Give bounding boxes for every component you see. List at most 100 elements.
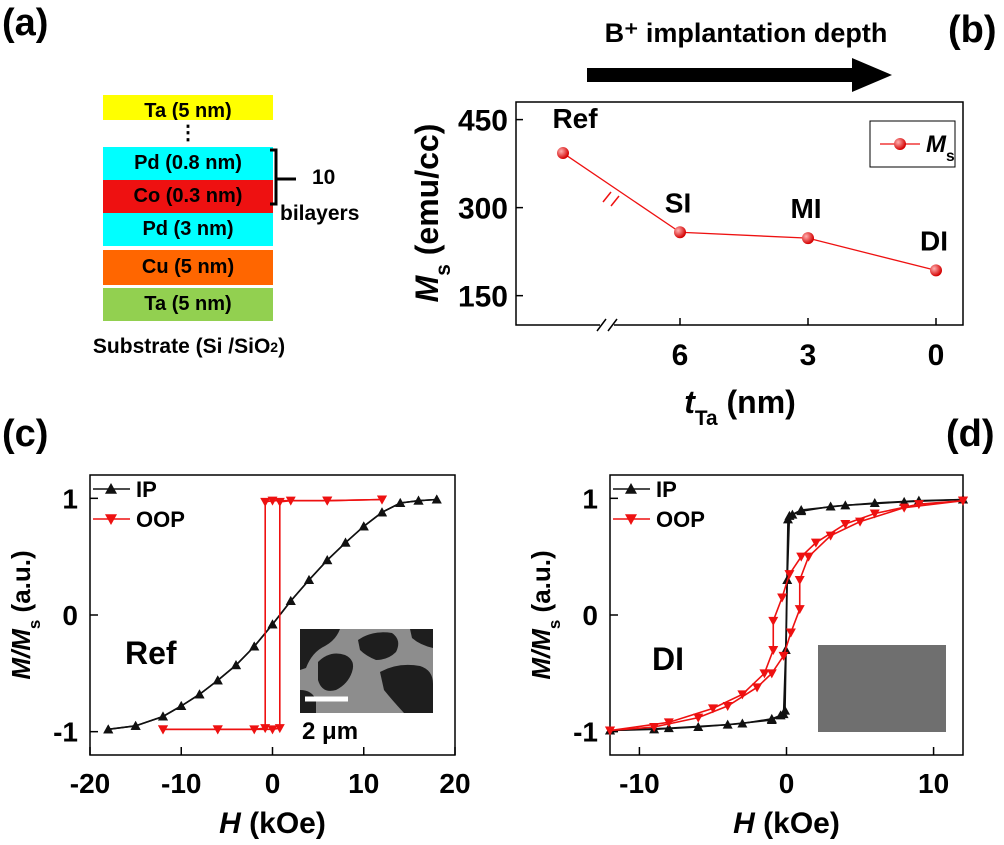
marker-oop: [768, 616, 779, 626]
inset-image: [818, 645, 946, 732]
marker-oop: [267, 496, 278, 506]
y-tick-label: -1: [573, 717, 598, 748]
marker-oop: [267, 725, 278, 735]
marker-ip: [176, 701, 187, 710]
marker-ip: [249, 641, 260, 651]
marker-oop: [810, 538, 821, 548]
layer-3: Co (0.3 nm): [103, 180, 273, 213]
x-tick-label: 6: [672, 339, 689, 372]
marker-ip: [869, 498, 880, 507]
marker-oop: [899, 503, 910, 513]
marker-oop: [869, 509, 880, 519]
marker-oop: [759, 669, 770, 679]
marker-ip: [796, 505, 807, 514]
legend-label: IP: [136, 477, 157, 502]
sample-annotation: DI: [652, 641, 684, 677]
panel-label-c: (c): [2, 413, 48, 455]
marker-oop: [377, 495, 387, 505]
x-axis-label: H (kOe): [733, 807, 840, 840]
marker-oop: [796, 552, 807, 562]
substrate-layer: Substrate (Si /SiO 2): [58, 322, 320, 372]
x-tick-label: 20: [439, 768, 470, 799]
domain-shape: [380, 664, 433, 713]
y-axis-label: Ms (emu/cc): [409, 124, 455, 303]
marker-oop: [722, 702, 733, 711]
data-point: [674, 226, 686, 239]
marker-ip: [103, 724, 114, 734]
plot-frame-b: [515, 101, 964, 326]
x-tick-label: 0: [928, 339, 945, 372]
marker-ip: [663, 723, 674, 733]
sample-annotation: Ref: [125, 635, 177, 671]
x-tick-label: -10: [161, 768, 201, 799]
axis-break-mark: [607, 318, 618, 332]
domain-shape: [318, 653, 354, 691]
marker-oop: [958, 496, 968, 506]
marker-oop: [840, 520, 851, 529]
marker-oop: [605, 726, 615, 736]
legend-label: IP: [656, 477, 677, 502]
legend-marker: [625, 514, 637, 525]
marker-ip: [194, 689, 205, 699]
marker-ip: [693, 722, 704, 731]
marker-ip: [377, 507, 387, 517]
x-axis-label: tTa (nm): [684, 384, 796, 430]
title-arrow-head: [852, 58, 892, 92]
marker-ip: [899, 496, 910, 506]
marker-oop: [794, 605, 805, 615]
substrate-text: Substrate (Si /SiO: [92, 335, 271, 358]
marker-oop: [752, 683, 763, 693]
marker-oop: [784, 570, 795, 580]
marker-oop: [778, 651, 789, 661]
point-label: Ref: [552, 103, 598, 134]
panel-label-b: (b): [948, 9, 997, 51]
marker-ip: [358, 521, 369, 531]
marker-oop: [794, 576, 805, 585]
bracket-label-count: 10: [312, 166, 336, 189]
substrate-sub: 2: [270, 339, 279, 355]
legend-marker: [625, 483, 637, 494]
marker-ip: [413, 495, 424, 505]
point-label: DI: [920, 225, 948, 256]
bilayer-bracket: [270, 148, 296, 206]
marker-oop: [260, 497, 271, 507]
data-point: [802, 232, 814, 245]
layer-2: Pd (0.8 nm): [103, 147, 273, 180]
chart-title: B⁺ implantation depth: [605, 18, 888, 48]
marker-ip: [395, 498, 406, 507]
x-tick-label: 0: [265, 768, 281, 799]
legend-marker: [105, 514, 117, 525]
marker-ip: [775, 710, 786, 720]
y-tick-label: 0: [582, 600, 598, 631]
marker-oop: [913, 500, 924, 510]
domain-shape: [410, 629, 433, 648]
marker-oop: [777, 593, 788, 603]
y-tick-label: 150: [458, 281, 508, 314]
line-break-mark: [610, 195, 620, 207]
marker-oop: [768, 646, 779, 655]
y-axis-label: M/Ms (a.u.): [526, 550, 564, 679]
legend-label-ms: Ms: [926, 131, 955, 165]
series-line-oop: [163, 498, 383, 731]
marker-oop: [707, 704, 718, 714]
marker-ip: [212, 675, 223, 685]
marker-oop: [274, 724, 285, 734]
y-tick-label: 1: [582, 483, 598, 514]
y-tick-label: 450: [458, 105, 508, 138]
panel-label-a: (a): [2, 2, 49, 44]
marker-oop: [274, 497, 285, 507]
marker-ip: [158, 711, 168, 721]
marker-oop: [737, 690, 748, 700]
data-point: [930, 264, 942, 277]
legend-label: OOP: [136, 507, 185, 532]
marker-oop: [285, 496, 296, 506]
marker-oop: [825, 531, 836, 541]
axis-break-mark: [596, 318, 607, 332]
point-label: MI: [790, 193, 821, 224]
x-tick-label: 10: [918, 768, 949, 799]
x-tick-label: 0: [779, 768, 795, 799]
marker-ip: [267, 619, 278, 629]
legend-marker: [105, 483, 117, 494]
